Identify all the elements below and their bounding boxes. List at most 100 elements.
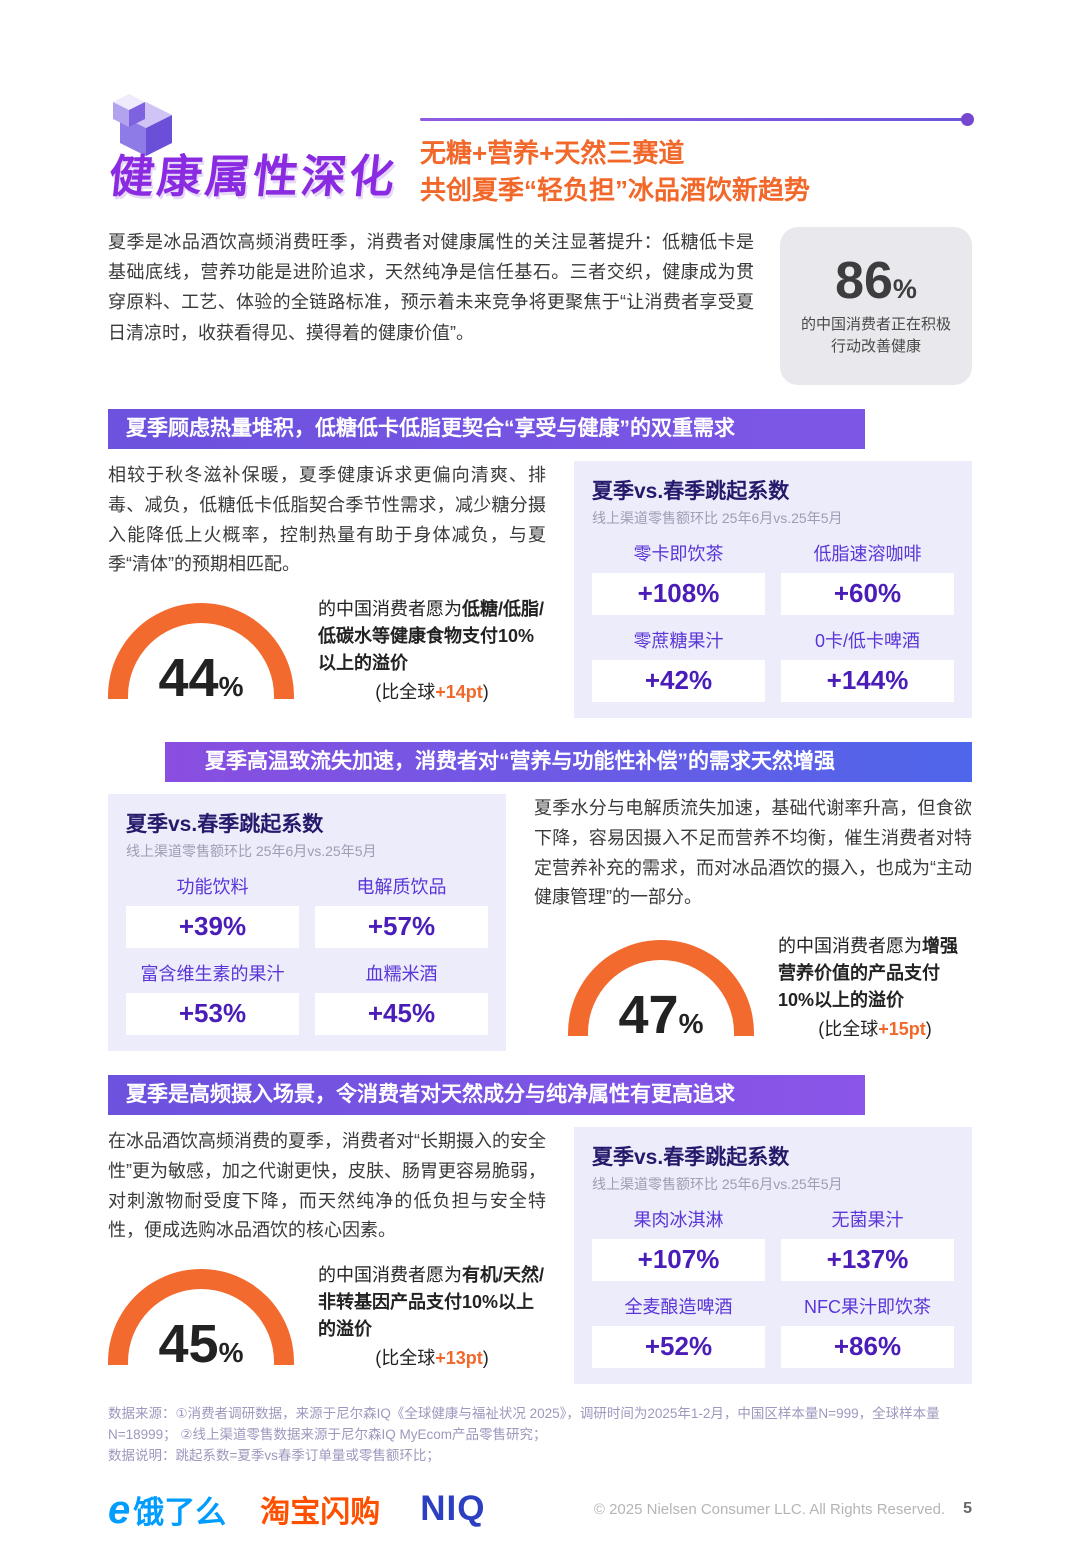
gauge-description: 的中国消费者愿为有机/天然/非转基因产品支付10%以上的溢价 (比全球+13pt… bbox=[318, 1262, 546, 1372]
metric-label: NFC果汁即饮茶 bbox=[804, 1296, 931, 1317]
header-subtitle-line1: 无糖+营养+天然三赛道 bbox=[420, 138, 685, 168]
copyright-text: © 2025 Nielsen Consumer LLC. All Rights … bbox=[593, 1500, 946, 1518]
section-body-1: 相较于秋冬滋补保暖，夏季健康诉求更偏向清爽、排毒、减负，低糖低卡低脂契合季节性需… bbox=[108, 460, 972, 718]
metric-cell: 零蔗糖果汁 +42% bbox=[592, 619, 765, 702]
eleme-logo: e 饿了么 bbox=[108, 1487, 226, 1532]
gauge-benchmark: (比全球+14pt) bbox=[318, 679, 546, 706]
footnote-note: 数据说明：跳起系数=夏季vs春季订单量或零售额环比； bbox=[108, 1447, 440, 1463]
gauge-47: 47% bbox=[568, 940, 754, 1042]
highlight-stat-desc: 的中国消费者正在积极行动改善健康 bbox=[800, 316, 951, 356]
header-subtitle-line2: 共创夏季“轻负担”冰品酒饮新趋势 bbox=[420, 174, 811, 205]
eleme-e-icon: e bbox=[108, 1487, 131, 1532]
eleme-logo-text: 饿了么 bbox=[133, 1494, 227, 1530]
metric-value: +108% bbox=[592, 572, 765, 615]
highlight-stat-value: 86% bbox=[835, 251, 917, 310]
gauge-desc-bold: 有机/天然/非转基因产品支付10%以上的溢价 bbox=[318, 1265, 545, 1340]
metric-label: 血糯米酒 bbox=[365, 963, 438, 984]
gauge-paren-highlight: +13pt bbox=[435, 1348, 483, 1369]
section-banner-3: 夏季是高频摄入场景，令消费者对天然成分与纯净属性有更高追求 bbox=[108, 1074, 865, 1115]
metric-grid: 果肉冰淇淋 +107% 无菌果汁 +137% 全麦酿造啤酒 +52% NFC果汁… bbox=[592, 1198, 954, 1368]
metric-label: 果肉冰淇淋 bbox=[633, 1209, 724, 1230]
metric-cell: 果肉冰淇淋 +107% bbox=[592, 1198, 765, 1281]
section1-gauge-row: 44% 的中国消费者愿为低糖/低脂/低碳水等健康食物支付10%以上的溢价 (比全… bbox=[108, 596, 546, 706]
header-title-block: 健康属性深化 bbox=[107, 94, 420, 209]
metric-label: 0卡/低卡啤酒 bbox=[814, 630, 920, 651]
highlight-stat-unit: % bbox=[892, 273, 917, 304]
gauge-paren-highlight: +15pt bbox=[878, 1019, 926, 1040]
jump-coefficient-panel-1: 夏季vs.春季跳起系数 线上渠道零售额环比 25年6月vs.25年5月 零卡即饮… bbox=[574, 460, 972, 718]
gauge-value: 45% bbox=[108, 1317, 294, 1371]
gauge-benchmark: (比全球+15pt) bbox=[778, 1016, 972, 1043]
gauge-paren-prefix: (比全球 bbox=[375, 682, 436, 703]
gauge-paren-prefix: (比全球 bbox=[375, 1348, 436, 1369]
taobao-flash-logo: 淘宝闪购 bbox=[260, 1496, 381, 1530]
metric-cell: 血糯米酒 +45% bbox=[315, 952, 488, 1035]
metric-cell: 功能饮料 +39% bbox=[126, 865, 299, 948]
gauge-number: 47 bbox=[618, 985, 679, 1046]
gauge-45: 45% bbox=[108, 1269, 294, 1371]
gauge-desc-prefix: 的中国消费者愿为 bbox=[318, 1265, 462, 1286]
metric-value: +45% bbox=[315, 992, 488, 1035]
metric-value: +52% bbox=[592, 1325, 765, 1368]
section3-left-column: 在冰品酒饮高频消费的夏季，消费者对“长期摄入的安全性”更为敏感，加之代谢更快，皮… bbox=[108, 1127, 546, 1384]
metric-cell: 富含维生素的果汁 +53% bbox=[126, 952, 299, 1035]
gauge-unit: % bbox=[218, 1337, 244, 1369]
jump-coefficient-panel-3: 夏季vs.春季跳起系数 线上渠道零售额环比 25年6月vs.25年5月 果肉冰淇… bbox=[574, 1126, 972, 1384]
highlight-stat-number: 86 bbox=[835, 251, 893, 310]
metric-label: 富含维生素的果汁 bbox=[140, 963, 285, 984]
gauge-desc-bold: 增强营养价值的产品支付10%以上的溢价 bbox=[778, 936, 958, 1011]
page-title: 健康属性深化 bbox=[106, 151, 400, 202]
section3-gauge-row: 45% 的中国消费者愿为有机/天然/非转基因产品支付10%以上的溢价 (比全球+… bbox=[108, 1262, 546, 1372]
metric-label: 电解质饮品 bbox=[356, 876, 447, 897]
niq-logo: NIQ bbox=[420, 1489, 486, 1529]
header-divider bbox=[420, 113, 974, 126]
metric-value: +42% bbox=[592, 659, 765, 702]
intro-paragraph: 夏季是冰品酒饮高频消费旺季，消费者对健康属性的关注显著提升：低糖低卡是基础底线，… bbox=[108, 231, 754, 343]
metric-cell: 0卡/低卡啤酒 +144% bbox=[781, 619, 954, 702]
gauge-description: 的中国消费者愿为低糖/低脂/低碳水等健康食物支付10%以上的溢价 (比全球+14… bbox=[318, 596, 546, 706]
divider-dot-icon bbox=[961, 113, 974, 126]
gauge-paren-prefix: (比全球 bbox=[818, 1019, 879, 1040]
gauge-description: 的中国消费者愿为增强营养价值的产品支付10%以上的溢价 (比全球+15pt) bbox=[778, 933, 972, 1043]
metric-value: +53% bbox=[126, 992, 299, 1035]
gauge-paren-suffix: ) bbox=[482, 1348, 489, 1369]
gauge-desc-prefix: 的中国消费者愿为 bbox=[778, 936, 922, 957]
gauge-paren-suffix: ) bbox=[482, 682, 489, 703]
metric-label: 零蔗糖果汁 bbox=[633, 630, 724, 651]
gauge-desc-prefix: 的中国消费者愿为 bbox=[318, 599, 462, 620]
section-body-3: 在冰品酒饮高频消费的夏季，消费者对“长期摄入的安全性”更为敏感，加之代谢更快，皮… bbox=[108, 1126, 972, 1384]
page-header: 健康属性深化 无糖+营养+天然三赛道 共创夏季“轻负担”冰品酒饮新趋势 bbox=[107, 94, 974, 209]
gauge-desc-bold: 低糖/低脂/低碳水等健康食物支付10%以上的溢价 bbox=[318, 599, 545, 674]
metric-value: +107% bbox=[592, 1238, 765, 1281]
gauge-44: 44% bbox=[108, 603, 294, 705]
section3-paragraph: 在冰品酒饮高频消费的夏季，消费者对“长期摄入的安全性”更为敏感，加之代谢更快，皮… bbox=[108, 1130, 546, 1241]
metric-label: 无菌果汁 bbox=[831, 1209, 904, 1230]
metric-value: +137% bbox=[781, 1238, 954, 1281]
section1-paragraph: 相较于秋冬滋补保暖，夏季健康诉求更偏向清爽、排毒、减负，低糖低卡低脂契合季节性需… bbox=[108, 464, 546, 575]
footnotes: 数据来源：①消费者调研数据，来源于尼尔森IQ《全球健康与福祉状况 2025》，调… bbox=[108, 1404, 972, 1467]
panel-subtitle: 线上渠道零售额环比 25年6月vs.25年5月 bbox=[592, 509, 843, 526]
section-banner-1: 夏季顾虑热量堆积，低糖低卡低脂更契合“享受与健康”的双重需求 bbox=[108, 408, 865, 449]
section2-gauge-row: 47% 的中国消费者愿为增强营养价值的产品支付10%以上的溢价 (比全球+15p… bbox=[568, 933, 972, 1043]
metric-value: +60% bbox=[781, 572, 954, 615]
metric-grid: 功能饮料 +39% 电解质饮品 +57% 富含维生素的果汁 +53% 血糯米酒 … bbox=[126, 865, 488, 1035]
metric-label: 低脂速溶咖啡 bbox=[813, 543, 922, 564]
section-body-2: 夏季vs.春季跳起系数 线上渠道零售额环比 25年6月vs.25年5月 功能饮料… bbox=[108, 793, 972, 1051]
gauge-unit: % bbox=[218, 671, 244, 703]
metric-label: 全麦酿造啤酒 bbox=[624, 1296, 733, 1317]
metric-cell: 电解质饮品 +57% bbox=[315, 865, 488, 948]
gauge-benchmark: (比全球+13pt) bbox=[318, 1345, 546, 1372]
metric-label: 功能饮料 bbox=[176, 876, 249, 897]
panel-title: 夏季vs.春季跳起系数 bbox=[592, 479, 790, 503]
footer-logo-row: e 饿了么 淘宝闪购 NIQ © 2025 Nielsen Consumer L… bbox=[108, 1487, 972, 1532]
highlight-stat-card: 86% 的中国消费者正在积极行动改善健康 bbox=[780, 226, 972, 385]
panel-subtitle: 线上渠道零售额环比 25年6月vs.25年5月 bbox=[126, 842, 377, 859]
gauge-unit: % bbox=[678, 1008, 704, 1040]
section1-left-column: 相较于秋冬滋补保暖，夏季健康诉求更偏向清爽、排毒、减负，低糖低卡低脂契合季节性需… bbox=[108, 461, 546, 718]
section-banner-2: 夏季高温致流失加速，消费者对“营养与功能性补偿”的需求天然增强 bbox=[165, 741, 972, 782]
metric-value: +86% bbox=[781, 1325, 954, 1368]
intro-block: 夏季是冰品酒饮高频消费旺季，消费者对健康属性的关注显著提升：低糖低卡是基础底线，… bbox=[108, 226, 972, 385]
metric-grid: 零卡即饮茶 +108% 低脂速溶咖啡 +60% 零蔗糖果汁 +42% 0卡/低卡… bbox=[592, 532, 954, 702]
cube-logo-icon bbox=[110, 90, 180, 165]
